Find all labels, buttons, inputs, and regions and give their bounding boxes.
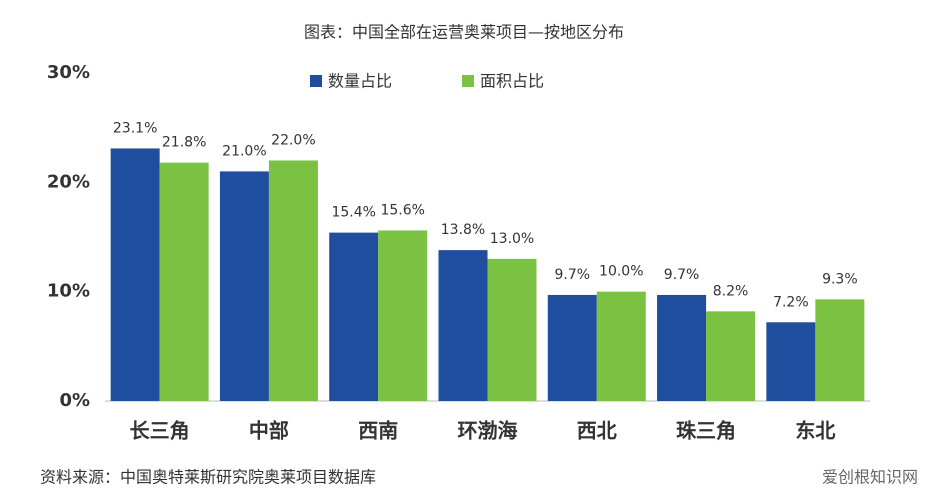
y-tick-label: 20% bbox=[47, 171, 90, 192]
x-tick-label: 东北 bbox=[795, 419, 835, 443]
value-label: 10.0% bbox=[599, 264, 643, 280]
x-tick-label: 西南 bbox=[358, 419, 398, 443]
watermark: 爱创根知识网 bbox=[822, 468, 918, 487]
bar bbox=[219, 171, 269, 401]
x-tick-label: 长三角 bbox=[130, 419, 190, 443]
value-label: 13.8% bbox=[441, 222, 485, 238]
bar bbox=[268, 160, 318, 401]
bar bbox=[110, 148, 160, 401]
bar bbox=[329, 232, 379, 401]
y-tick-label: 10% bbox=[47, 281, 90, 302]
bar bbox=[657, 294, 707, 401]
bar bbox=[487, 258, 537, 401]
value-label: 21.0% bbox=[222, 143, 266, 159]
x-tick-label: 西北 bbox=[577, 419, 617, 443]
value-label: 9.3% bbox=[822, 271, 858, 287]
x-tick-label: 中部 bbox=[249, 419, 289, 443]
value-label: 22.0% bbox=[271, 132, 315, 148]
value-label: 15.6% bbox=[380, 202, 424, 218]
value-label: 7.2% bbox=[773, 294, 809, 310]
value-label: 9.7% bbox=[664, 267, 700, 283]
source-note: 资料来源：中国奥特莱斯研究院奥莱项目数据库 bbox=[40, 468, 376, 487]
y-tick-label: 30% bbox=[47, 62, 90, 83]
value-label: 21.8% bbox=[162, 135, 206, 151]
x-tick-label: 珠三角 bbox=[676, 419, 736, 443]
value-label: 8.2% bbox=[713, 283, 749, 299]
bar bbox=[766, 322, 816, 401]
bar bbox=[815, 299, 865, 401]
value-label: 23.1% bbox=[113, 120, 157, 136]
bar bbox=[596, 291, 646, 401]
value-label: 9.7% bbox=[554, 267, 590, 283]
bar bbox=[706, 311, 756, 401]
legend-swatch bbox=[310, 75, 322, 87]
x-tick-label: 环渤海 bbox=[458, 419, 518, 443]
bar bbox=[438, 250, 488, 401]
legend-label: 面积占比 bbox=[480, 72, 544, 91]
value-label: 15.4% bbox=[331, 205, 375, 221]
value-label: 13.0% bbox=[490, 231, 534, 247]
chart-title: 图表：中国全部在运营奥莱项目—按地区分布 bbox=[304, 23, 624, 42]
bar bbox=[159, 162, 209, 401]
legend-swatch bbox=[462, 75, 474, 87]
bar bbox=[547, 294, 597, 401]
y-tick-label: 0% bbox=[59, 390, 90, 411]
legend-label: 数量占比 bbox=[328, 72, 392, 91]
bar bbox=[378, 230, 428, 401]
